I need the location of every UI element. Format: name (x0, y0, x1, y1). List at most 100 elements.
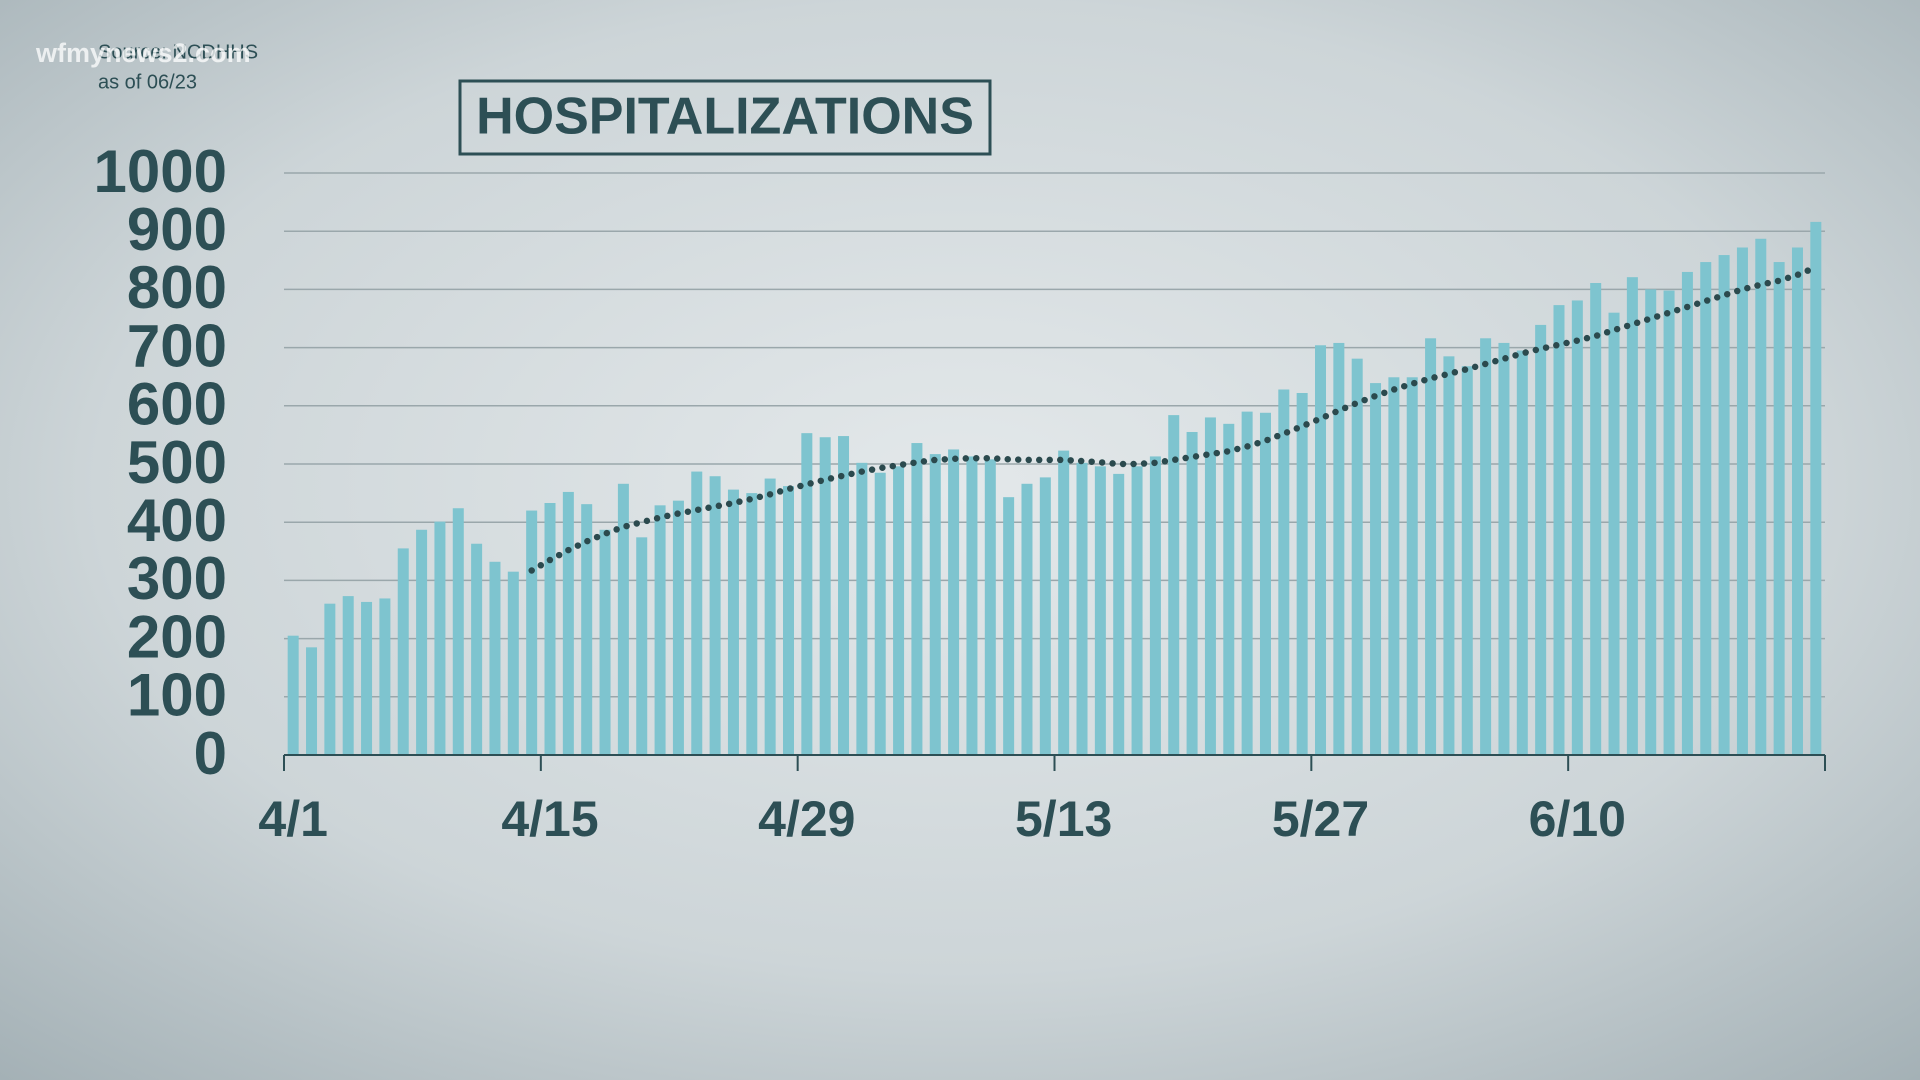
bar (397, 548, 409, 755)
y-tick-label: 1000 (94, 138, 227, 205)
bar (1296, 392, 1308, 755)
date-note: as of 06/23 (98, 71, 197, 93)
bar (672, 500, 684, 755)
y-tick-label: 800 (127, 254, 227, 321)
bar (1076, 462, 1088, 755)
bar (1608, 312, 1620, 755)
bar (1425, 338, 1437, 755)
x-tick-label: 6/10 (1529, 791, 1626, 847)
bar (654, 505, 666, 755)
bar (709, 476, 721, 755)
y-tick-label: 0 (194, 720, 227, 787)
bar (782, 486, 794, 755)
bar (746, 493, 758, 755)
bar (599, 529, 611, 755)
x-tick-label: 5/27 (1272, 791, 1369, 847)
bar (471, 543, 483, 755)
bar (434, 521, 446, 755)
y-tick-label: 100 (127, 662, 227, 729)
y-tick-label: 700 (127, 312, 227, 379)
bar (1351, 358, 1363, 755)
bar (562, 491, 574, 755)
bar (893, 466, 905, 755)
bar (874, 472, 886, 755)
bar (581, 504, 593, 755)
y-tick-label: 400 (127, 487, 227, 554)
bar (1094, 466, 1106, 755)
bar (1681, 271, 1693, 755)
bar (1700, 262, 1712, 755)
x-tick-label: 5/13 (1015, 791, 1112, 847)
bar (452, 508, 464, 755)
bar (342, 596, 354, 755)
bar (1498, 342, 1510, 755)
bar (1461, 366, 1473, 755)
bar (1370, 383, 1382, 755)
y-tick-label: 900 (127, 196, 227, 263)
watermark: wfmynews2.com (35, 38, 251, 68)
bar (636, 537, 648, 755)
bar (1204, 417, 1216, 755)
bar (1315, 345, 1327, 755)
bar (1186, 431, 1198, 755)
bar (1663, 290, 1675, 755)
bar (1021, 483, 1033, 755)
bar (617, 483, 629, 755)
bar (1516, 350, 1528, 755)
bar (324, 603, 336, 755)
chart-title: HOSPITALIZATIONS (476, 88, 974, 146)
bar (287, 635, 299, 755)
y-tick-label: 300 (127, 545, 227, 612)
bar (1131, 466, 1143, 755)
bar (379, 598, 391, 755)
bar (984, 459, 996, 755)
bar (911, 443, 923, 755)
bar (507, 571, 519, 755)
bar (764, 478, 776, 755)
y-tick-label: 500 (127, 429, 227, 496)
bar (1333, 342, 1345, 755)
bar (1149, 456, 1161, 755)
bar (801, 433, 813, 755)
bar (838, 436, 850, 755)
bar (1113, 473, 1125, 755)
bar (966, 456, 978, 755)
bar (1773, 262, 1785, 755)
bar (1003, 497, 1015, 755)
x-tick-label: 4/15 (501, 791, 598, 847)
bar (1278, 389, 1290, 755)
bar (1058, 450, 1070, 755)
y-tick-label: 200 (127, 603, 227, 670)
bar (819, 437, 831, 755)
bar (526, 510, 538, 755)
title-box (458, 79, 992, 156)
bar (1388, 377, 1400, 755)
bar (948, 449, 960, 755)
trend-line (528, 264, 1820, 574)
bar (691, 471, 703, 755)
bar (856, 462, 868, 755)
bar (1168, 415, 1180, 755)
bar (1718, 255, 1730, 755)
bar (1039, 477, 1051, 755)
bar (361, 601, 373, 755)
bar (1553, 305, 1565, 755)
bar (489, 561, 501, 755)
bar (1443, 356, 1455, 755)
bar (416, 529, 428, 755)
bar (1791, 247, 1803, 755)
bar (1810, 221, 1822, 755)
bar (1645, 289, 1657, 755)
bar (1736, 247, 1748, 755)
bar (1535, 324, 1547, 755)
source: Source: NCDHHS (98, 41, 258, 63)
bar (1223, 423, 1235, 755)
bar (1241, 411, 1253, 755)
bar (306, 647, 318, 755)
x-tick-label: 4/29 (758, 791, 855, 847)
bar (1406, 377, 1418, 755)
bar (544, 502, 556, 755)
